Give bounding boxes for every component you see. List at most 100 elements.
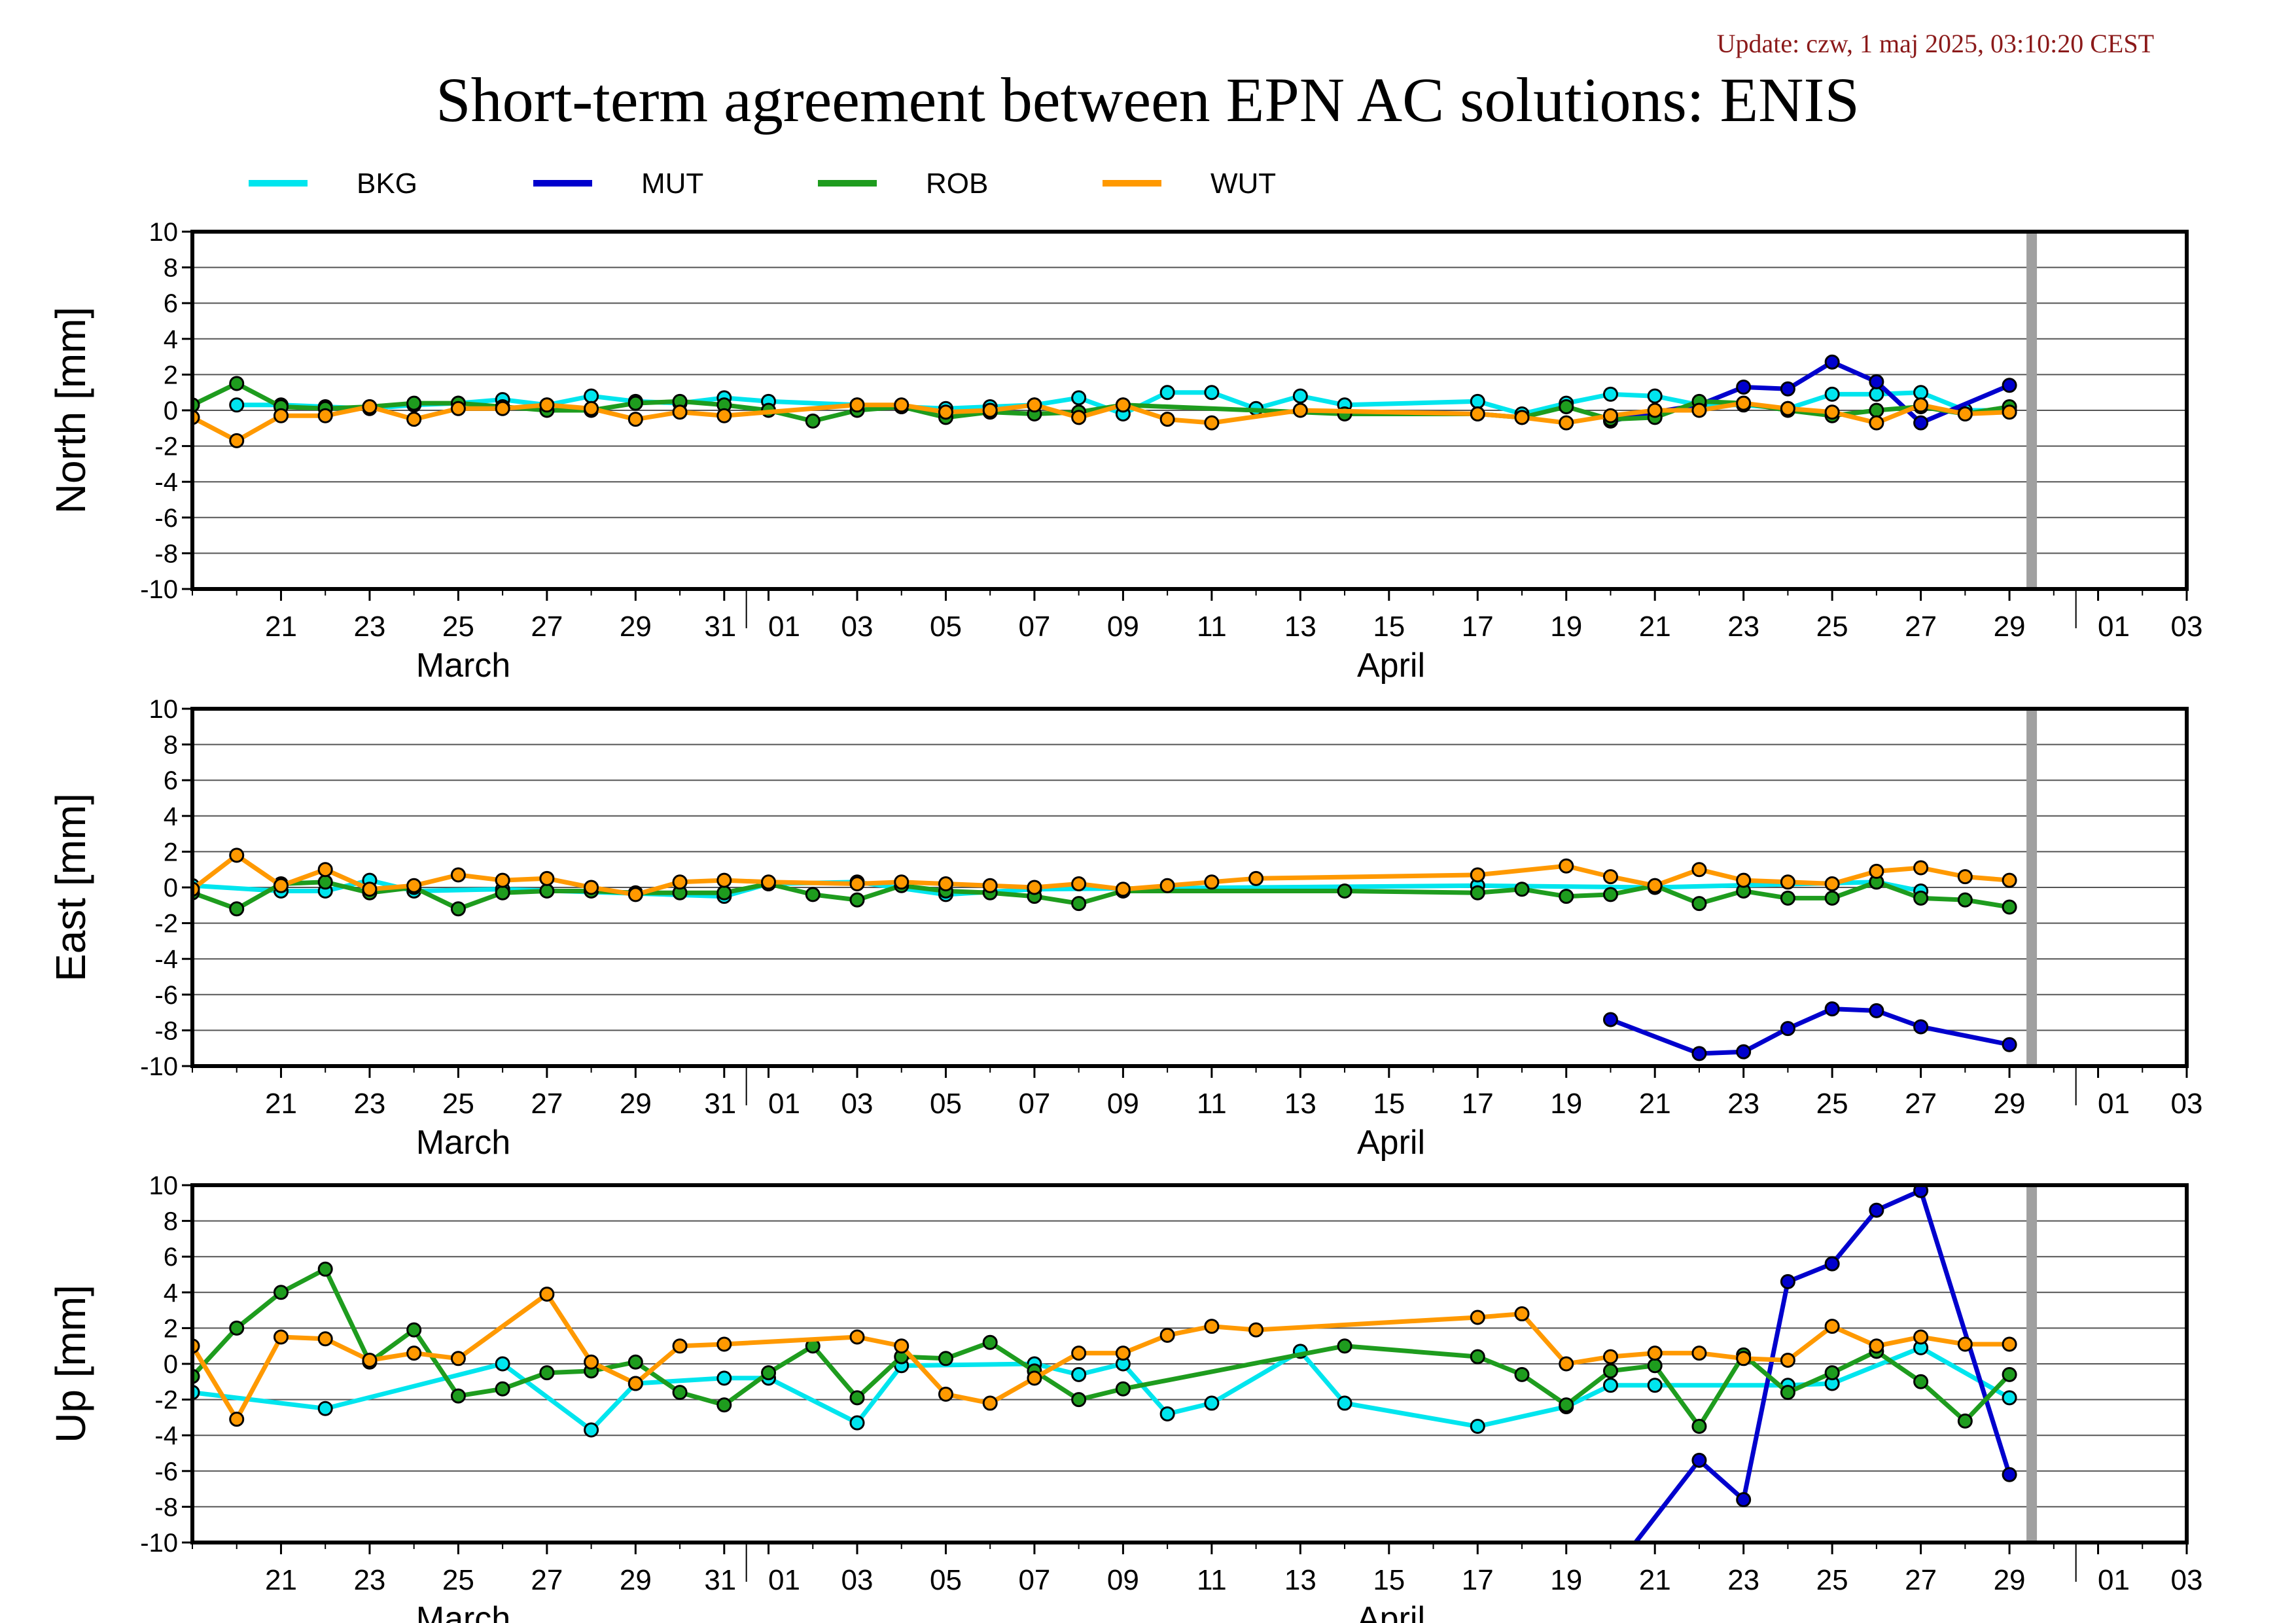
data-point-bkg [1647, 1378, 1663, 1393]
update-timestamp: Update: czw, 1 maj 2025, 03:10:20 CEST [1717, 29, 2154, 58]
data-point-wut [716, 872, 732, 888]
ytick-label: 8 [164, 254, 178, 283]
ytick-label: 6 [164, 1243, 178, 1272]
data-point-mut [1780, 1021, 1795, 1037]
data-point-bkg [1470, 1419, 1485, 1435]
data-point-wut [1159, 878, 1175, 893]
data-point-rob [1115, 1381, 1131, 1397]
data-point-bkg [1824, 386, 1840, 402]
data-point-wut [761, 874, 777, 890]
data-point-rob [805, 887, 821, 902]
xtick-label: 21 [265, 1088, 297, 1120]
xtick-label: 17 [1462, 611, 1494, 643]
data-point-wut [1913, 860, 1929, 876]
data-point-wut [1957, 869, 1973, 885]
data-point-wut [1957, 1336, 1973, 1352]
data-point-wut [317, 408, 333, 423]
legend: BKG MUT ROB WUT [249, 168, 1276, 200]
data-point-wut [539, 397, 555, 413]
xtick-label: 01 [768, 1564, 800, 1596]
xtick-label: 25 [442, 1088, 474, 1120]
data-point-rob [627, 1354, 643, 1370]
data-point-rob [450, 1388, 466, 1404]
xtick-label: 05 [930, 1564, 962, 1596]
xtick-label: 07 [1018, 611, 1050, 643]
ytick-label: -10 [140, 575, 178, 604]
data-point-wut [1691, 402, 1707, 418]
data-point-wut [584, 401, 599, 416]
data-point-wut [1071, 876, 1087, 892]
data-point-wut [273, 878, 289, 893]
panel-frame [190, 707, 2189, 1068]
xtick-label: 21 [265, 1564, 297, 1596]
data-point-bkg [1292, 388, 1308, 404]
panel-frame [190, 1183, 2189, 1544]
plot-area [192, 847, 2017, 1061]
data-point-rob [849, 892, 865, 908]
data-point-wut [584, 880, 599, 895]
xtick-label: 09 [1107, 1088, 1139, 1120]
data-point-wut [1869, 415, 1884, 431]
xtick-label: 21 [1639, 1564, 1671, 1596]
data-point-bkg [1913, 385, 1929, 401]
xtick-label: 27 [531, 1088, 563, 1120]
data-point-wut [273, 408, 289, 423]
data-point-wut [584, 1354, 599, 1370]
xtick-label: 27 [1905, 1564, 1937, 1596]
data-point-rob [672, 1385, 688, 1400]
data-point-mut [1736, 1044, 1752, 1060]
data-point-bkg [1204, 385, 1220, 401]
data-point-mut [1691, 1452, 1707, 1468]
data-point-rob [1559, 889, 1574, 904]
xtick-label: 19 [1550, 1564, 1582, 1596]
data-point-rob [1780, 1385, 1795, 1400]
data-point-mut [1913, 415, 1929, 431]
data-point-wut [450, 401, 466, 416]
xtick-label: 29 [620, 1564, 652, 1596]
data-point-wut [2002, 1336, 2017, 1352]
data-point-wut [849, 397, 865, 413]
xtick-label: 25 [442, 1564, 474, 1596]
xtick-label: 27 [531, 1564, 563, 1596]
xtick-label: 15 [1373, 1088, 1405, 1120]
data-point-wut [1869, 863, 1884, 879]
xtick-label: 03 [841, 1564, 874, 1596]
ytick-label: -10 [140, 1529, 178, 1558]
month-label-march: March [416, 1600, 510, 1623]
legend-label-wut: WUT [1210, 168, 1276, 200]
data-point-wut [317, 862, 333, 878]
data-point-rob [229, 1320, 245, 1336]
data-point-rob [1470, 1349, 1485, 1364]
xtick-label: 23 [353, 1564, 385, 1596]
data-point-wut [362, 399, 378, 415]
xtick-label: 19 [1550, 1088, 1582, 1120]
data-point-wut [2002, 872, 2017, 888]
data-point-wut [672, 404, 688, 420]
data-point-bkg [1159, 1406, 1175, 1421]
data-point-wut [450, 1351, 466, 1366]
ytick-label: 2 [164, 1314, 178, 1343]
data-point-wut [1869, 1338, 1884, 1354]
data-point-rob [1470, 885, 1485, 901]
xtick-label: 29 [620, 1088, 652, 1120]
ytick-label: 0 [164, 874, 178, 902]
data-point-bkg [229, 397, 245, 413]
data-point-bkg [1869, 386, 1884, 402]
ytick-label: 8 [164, 731, 178, 760]
data-point-wut [1736, 872, 1752, 888]
data-point-rob [761, 1365, 777, 1381]
data-point-wut [1691, 862, 1707, 878]
data-point-wut [1115, 1346, 1131, 1361]
data-point-bkg [1337, 1395, 1352, 1411]
data-point-rob [495, 1381, 510, 1397]
data-point-bkg [1470, 393, 1485, 409]
ytick-label: 0 [164, 1350, 178, 1379]
data-point-wut [716, 408, 732, 423]
xtick-label: 31 [704, 1088, 736, 1120]
data-point-wut [1824, 1319, 1840, 1334]
xtick-label: 21 [1639, 1088, 1671, 1120]
data-point-rob [849, 1390, 865, 1406]
data-point-rob [1957, 1413, 1973, 1429]
